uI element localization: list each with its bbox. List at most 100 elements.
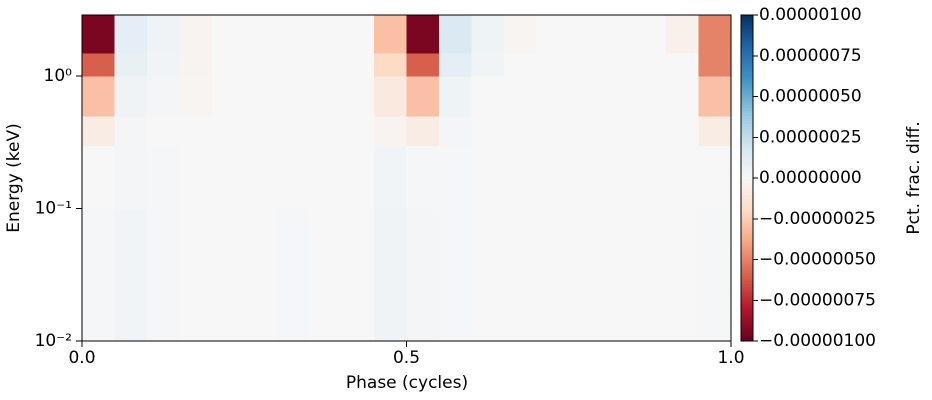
heatmap-cell	[666, 145, 700, 210]
colorbar-segment	[741, 334, 753, 337]
colorbar-segment	[741, 300, 753, 303]
colorbar-segment	[741, 91, 753, 94]
heatmap-cell	[341, 145, 375, 210]
colorbar-segment	[741, 261, 753, 264]
colorbar-segment	[741, 117, 753, 120]
colorbar-segment	[741, 143, 753, 146]
colorbar-segment	[741, 34, 753, 37]
colorbar-segment	[741, 310, 753, 313]
heatmap-cell	[438, 277, 472, 342]
colorbar-segment	[741, 205, 753, 208]
colorbar-tick-label: 0.00000100	[759, 5, 862, 25]
colorbar-segment	[741, 262, 753, 265]
colorbar-segment	[741, 215, 753, 218]
heatmap-cell	[666, 208, 700, 279]
heatmap-cell	[438, 76, 472, 117]
colorbar-segment	[741, 252, 753, 256]
colorbar-segment	[741, 23, 753, 26]
colorbar-segment	[741, 277, 753, 280]
colorbar-segment	[741, 88, 753, 91]
colorbar-segment	[741, 135, 753, 138]
colorbar-segment	[741, 103, 753, 106]
colorbar-segment	[741, 70, 753, 73]
heatmap-cell	[82, 116, 115, 146]
heatmap-cell	[698, 15, 732, 54]
colorbar-segment	[741, 18, 753, 21]
colorbar-segment	[741, 223, 753, 226]
heatmap-cell	[698, 145, 732, 210]
colorbar-segment	[741, 228, 753, 231]
colorbar-segment	[741, 213, 753, 217]
colorbar-segment	[741, 256, 753, 259]
heatmap-cell	[698, 277, 732, 342]
heatmap-cell	[536, 52, 570, 77]
heatmap-cell	[179, 116, 213, 146]
heatmap-cell	[633, 208, 667, 279]
colorbar-segment	[741, 248, 753, 251]
heatmap-cell	[179, 208, 213, 279]
heatmap-cell	[568, 76, 602, 117]
colorbar-tick-label: 0.00000075	[759, 46, 862, 66]
colorbar-segment	[741, 235, 753, 238]
heatmap-cell	[276, 76, 310, 117]
heatmap-cell	[536, 208, 570, 279]
colorbar-segment	[741, 26, 753, 29]
x-tick-label: 0.5	[393, 348, 420, 368]
heatmap-cell	[179, 145, 213, 210]
colorbar-segment	[741, 259, 753, 262]
colorbar-segment	[741, 199, 753, 202]
colorbar-segment	[741, 31, 753, 34]
colorbar-segment	[741, 217, 753, 220]
heatmap-cell	[374, 52, 407, 77]
colorbar-segment	[741, 239, 753, 243]
colorbar-segment	[741, 323, 753, 326]
colorbar-segment	[741, 156, 753, 160]
colorbar-segment	[741, 75, 753, 78]
colorbar-segment	[741, 266, 753, 269]
colorbar-segment	[741, 337, 753, 340]
heatmap-cell	[633, 52, 667, 77]
colorbar-segment	[741, 226, 753, 230]
x-tick-label: 0.0	[68, 348, 95, 368]
heatmap-cell	[276, 15, 310, 54]
heatmap-cell	[276, 116, 310, 146]
colorbar-segment	[741, 272, 753, 275]
colorbar-segment	[741, 119, 753, 122]
colorbar-segment	[741, 174, 753, 177]
colorbar-segment	[741, 197, 753, 200]
colorbar-tick-label: −0.00000100	[759, 331, 876, 351]
colorbar-segment	[741, 204, 753, 207]
colorbar-segment	[741, 29, 753, 32]
heatmap-cell	[666, 15, 700, 54]
colorbar-segment	[741, 161, 753, 164]
colorbar-segment	[741, 155, 753, 158]
colorbar-segment	[741, 233, 753, 236]
colorbar-segment	[741, 37, 753, 41]
colorbar-segment	[741, 67, 753, 70]
heatmap-cell	[503, 277, 537, 342]
colorbar-segment	[741, 130, 753, 133]
heatmap-cell	[146, 52, 180, 77]
colorbar-segment	[741, 116, 753, 119]
heatmap-cell	[179, 76, 213, 117]
heatmap-cell	[633, 15, 667, 54]
colorbar-segment	[741, 63, 753, 67]
heatmap-cell	[114, 76, 148, 117]
heatmap-cell	[341, 208, 375, 279]
heatmap-cell	[374, 145, 407, 210]
colorbar-segment	[741, 45, 753, 49]
colorbar-segment	[741, 127, 753, 130]
colorbar-segment	[741, 279, 753, 282]
heatmap-cell	[406, 208, 440, 279]
heatmap-cell	[438, 145, 472, 210]
heatmap-cell	[374, 277, 407, 342]
colorbar-segment	[741, 124, 753, 127]
colorbar-segment	[741, 230, 753, 233]
heatmap-cell	[244, 277, 278, 342]
colorbar-segment	[741, 316, 753, 319]
colorbar-segment	[741, 99, 753, 102]
heatmap-cell	[568, 145, 602, 210]
colorbar-segment	[741, 269, 753, 272]
colorbar-segment	[741, 176, 753, 179]
heatmap-cell	[146, 277, 180, 342]
